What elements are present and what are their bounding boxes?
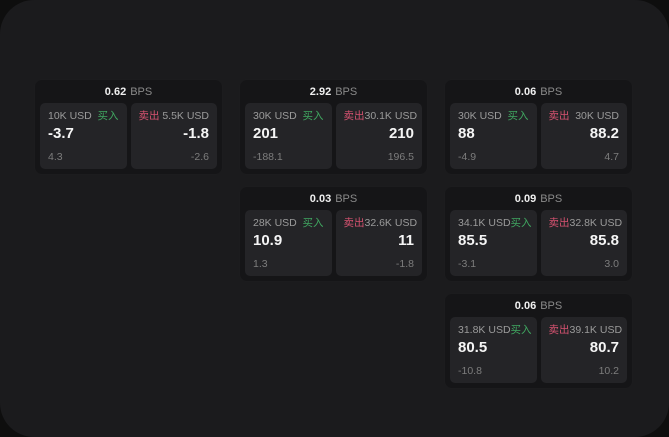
buy-value: 85.5 xyxy=(458,232,488,249)
sell-size-label: 32.8K USD xyxy=(569,217,623,229)
buy-panel[interactable]: 28K USD 买入 10.9 1.3 xyxy=(245,210,332,276)
buy-size-label: 31.8K USD xyxy=(458,324,511,336)
card-header: 0.09 BPS xyxy=(445,187,632,210)
buy-delta: -3.1 xyxy=(458,258,477,270)
sell-value: 85.8 xyxy=(589,232,619,249)
quote-card: 0.09 BPS 34.1K USD 买入 85.5 -3.1 卖出 32.8K… xyxy=(444,186,633,282)
card-header: 2.92 BPS xyxy=(240,80,427,103)
buy-size-label: 30K USD xyxy=(458,110,502,122)
sell-delta: -2.6 xyxy=(190,151,209,163)
quote-card: 0.62 BPS 10K USD 买入 -3.7 4.3 卖出 5.5K USD xyxy=(34,79,223,175)
buy-delta: -188.1 xyxy=(253,151,283,163)
buy-value: -3.7 xyxy=(48,125,74,142)
sell-panel[interactable]: 卖出 32.6K USD 11 -1.8 xyxy=(335,210,422,276)
card-body: 30K USD 买入 88 -4.9 卖出 30K USD 88.2 4.7 xyxy=(445,103,632,174)
sell-panel[interactable]: 卖出 30.1K USD 210 196.5 xyxy=(335,103,422,169)
sell-tag: 卖出 xyxy=(343,217,365,229)
bps-unit-label: BPS xyxy=(130,85,153,98)
sell-value: 11 xyxy=(398,232,414,249)
bps-unit-label: BPS xyxy=(335,192,358,205)
bps-unit-label: BPS xyxy=(540,85,563,98)
quote-card: 0.06 BPS 30K USD 买入 88 -4.9 卖出 30K USD xyxy=(444,79,633,175)
buy-panel[interactable]: 31.8K USD 买入 80.5 -10.8 xyxy=(450,317,537,383)
buy-panel[interactable]: 30K USD 买入 88 -4.9 xyxy=(450,103,537,169)
buy-size-label: 34.1K USD xyxy=(458,217,511,229)
card-body: 28K USD 买入 10.9 1.3 卖出 32.6K USD 11 -1.8 xyxy=(240,210,427,281)
sell-size-label: 39.1K USD xyxy=(569,324,623,336)
sell-size-label: 30.1K USD xyxy=(364,110,418,122)
card-header: 0.03 BPS xyxy=(240,187,427,210)
quote-card: 0.03 BPS 28K USD 买入 10.9 1.3 卖出 32.6K US… xyxy=(239,186,428,282)
bps-value: 0.06 xyxy=(514,299,537,312)
buy-value: 88 xyxy=(458,125,475,142)
buy-size-label: 28K USD xyxy=(253,217,297,229)
sell-tag: 卖出 xyxy=(548,110,570,122)
sell-value: 80.7 xyxy=(589,339,619,356)
buy-delta: 4.3 xyxy=(48,151,63,163)
buy-value: 80.5 xyxy=(458,339,488,356)
sell-delta: 10.2 xyxy=(598,365,619,377)
buy-tag: 买入 xyxy=(97,110,119,122)
sell-panel[interactable]: 卖出 39.1K USD 80.7 10.2 xyxy=(540,317,627,383)
buy-tag: 买入 xyxy=(510,324,532,336)
sell-value: -1.8 xyxy=(183,125,209,142)
card-body: 10K USD 买入 -3.7 4.3 卖出 5.5K USD -1.8 -2.… xyxy=(35,103,222,174)
card-header: 0.62 BPS xyxy=(35,80,222,103)
sell-value: 88.2 xyxy=(589,125,619,142)
buy-panel[interactable]: 30K USD 买入 201 -188.1 xyxy=(245,103,332,169)
sell-tag: 卖出 xyxy=(343,110,365,122)
card-header: 0.06 BPS xyxy=(445,80,632,103)
sell-panel[interactable]: 卖出 32.8K USD 85.8 3.0 xyxy=(540,210,627,276)
buy-tag: 买入 xyxy=(507,110,529,122)
bps-unit-label: BPS xyxy=(335,85,358,98)
bps-value: 2.92 xyxy=(309,85,332,98)
sell-delta: -1.8 xyxy=(395,258,414,270)
sell-tag: 卖出 xyxy=(548,217,570,229)
bps-unit-label: BPS xyxy=(540,192,563,205)
buy-value: 10.9 xyxy=(253,232,283,249)
sell-delta: 3.0 xyxy=(604,258,619,270)
sell-panel[interactable]: 卖出 5.5K USD -1.8 -2.6 xyxy=(130,103,217,169)
buy-size-label: 30K USD xyxy=(253,110,297,122)
buy-value: 201 xyxy=(253,125,279,142)
sell-delta: 196.5 xyxy=(387,151,414,163)
buy-tag: 买入 xyxy=(302,217,324,229)
bps-value: 0.62 xyxy=(104,85,127,98)
card-body: 30K USD 买入 201 -188.1 卖出 30.1K USD 210 1… xyxy=(240,103,427,174)
bps-value: 0.09 xyxy=(514,192,537,205)
bps-value: 0.03 xyxy=(309,192,332,205)
card-body: 34.1K USD 买入 85.5 -3.1 卖出 32.8K USD 85.8… xyxy=(445,210,632,281)
bps-value: 0.06 xyxy=(514,85,537,98)
buy-size-label: 10K USD xyxy=(48,110,92,122)
sell-tag: 卖出 xyxy=(138,110,160,122)
buy-delta: -10.8 xyxy=(458,365,482,377)
quote-card-grid: 0.62 BPS 10K USD 买入 -3.7 4.3 卖出 5.5K USD xyxy=(34,79,633,389)
bps-unit-label: BPS xyxy=(540,299,563,312)
quote-card: 0.06 BPS 31.8K USD 买入 80.5 -10.8 卖出 39.1… xyxy=(444,293,633,389)
sell-size-label: 30K USD xyxy=(575,110,619,122)
sell-tag: 卖出 xyxy=(548,324,570,336)
buy-panel[interactable]: 10K USD 买入 -3.7 4.3 xyxy=(40,103,127,169)
sell-size-label: 32.6K USD xyxy=(364,217,418,229)
card-header: 0.06 BPS xyxy=(445,294,632,317)
quote-card: 2.92 BPS 30K USD 买入 201 -188.1 卖出 30.1K … xyxy=(239,79,428,175)
card-body: 31.8K USD 买入 80.5 -10.8 卖出 39.1K USD 80.… xyxy=(445,317,632,388)
buy-tag: 买入 xyxy=(302,110,324,122)
sell-value: 210 xyxy=(388,125,414,142)
sell-panel[interactable]: 卖出 30K USD 88.2 4.7 xyxy=(540,103,627,169)
buy-tag: 买入 xyxy=(510,217,532,229)
sell-size-label: 5.5K USD xyxy=(162,110,209,122)
sell-delta: 4.7 xyxy=(604,151,619,163)
buy-panel[interactable]: 34.1K USD 买入 85.5 -3.1 xyxy=(450,210,537,276)
buy-delta: 1.3 xyxy=(253,258,268,270)
buy-delta: -4.9 xyxy=(458,151,477,163)
